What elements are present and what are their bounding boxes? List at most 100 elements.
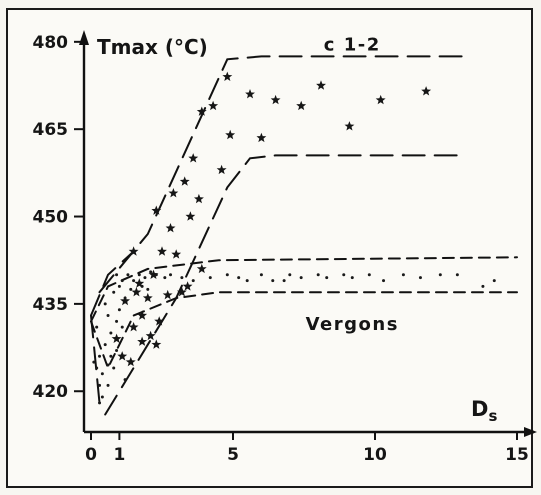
dot-point [92, 360, 96, 364]
dot-point [132, 279, 136, 283]
star-point [176, 287, 187, 297]
dot-point [282, 279, 286, 283]
star-point [128, 322, 139, 332]
star-point [194, 193, 204, 204]
dot-point [120, 279, 124, 283]
dot-point [191, 279, 195, 283]
dot-point [109, 354, 113, 358]
star-point [165, 223, 176, 233]
dot-point [169, 273, 173, 277]
star-point [131, 287, 142, 297]
star-point [225, 129, 236, 140]
star-point [162, 289, 173, 300]
dot-point [126, 273, 130, 277]
star-point [256, 132, 267, 143]
star-point [154, 316, 165, 326]
envelope-lower-line [90, 314, 101, 404]
star-point [208, 100, 219, 111]
dot-point [271, 279, 275, 283]
dot-point [288, 273, 292, 277]
y-tick-label: 450 [33, 208, 69, 228]
dot-point [401, 273, 405, 277]
star-point [128, 246, 139, 256]
x-tick-label: 10 [363, 445, 387, 465]
dot-point [245, 279, 249, 283]
chart-frame [6, 8, 533, 488]
star-point [151, 339, 162, 349]
dot-point [438, 273, 442, 277]
star-point [245, 89, 255, 99]
dot-point [154, 273, 158, 277]
dot-point [123, 296, 127, 300]
dot-point [109, 331, 113, 335]
y-axis-title: Tmax (°C) [97, 35, 208, 59]
envelope-lower-line [104, 154, 467, 416]
y-axis [79, 30, 89, 432]
dot-point [95, 366, 99, 370]
star-point [296, 100, 307, 111]
dot-point [367, 273, 371, 277]
dot-point [106, 314, 110, 318]
dot-point [112, 366, 116, 370]
annotations: c 1-2 Vergons [306, 35, 399, 336]
star-point [145, 330, 156, 341]
dot-point [106, 363, 110, 367]
star-point [216, 164, 227, 175]
star-point [421, 86, 432, 96]
star-point [196, 106, 207, 116]
dot-point [98, 401, 102, 405]
star-point [111, 333, 122, 343]
dot-point [98, 383, 102, 387]
x-tick-label: 5 [227, 445, 239, 465]
envelope-lower-line [90, 291, 518, 371]
x-axis-title-subscript: s [488, 407, 497, 425]
dot-point [137, 273, 141, 277]
dot-point [225, 273, 229, 277]
x-axis [84, 427, 537, 437]
dot-point [316, 273, 320, 277]
dot-point [129, 287, 133, 291]
dot-point [382, 279, 386, 283]
data-points [92, 71, 496, 405]
star-point [179, 176, 190, 186]
star-point [375, 94, 386, 105]
y-tick-label: 480 [33, 33, 69, 53]
dot-point [140, 284, 144, 288]
dot-point [115, 273, 119, 277]
dot-point [325, 276, 329, 280]
envelope-upper-line [90, 256, 518, 323]
star-point [148, 269, 159, 279]
star-point [270, 94, 281, 105]
dot-point [112, 290, 116, 294]
star-point [171, 249, 182, 259]
star-point [151, 205, 162, 215]
dot-point [115, 319, 119, 323]
annotation-label: Vergons [306, 314, 399, 335]
dot-point [237, 276, 241, 280]
dot-point [95, 325, 99, 329]
x-axis-arrow-icon [524, 427, 537, 437]
dot-point [455, 273, 459, 277]
x-tick-label: 1 [113, 445, 125, 465]
y-tick-label: 435 [33, 295, 69, 315]
x-axis-title: Ds [471, 397, 497, 425]
envelope-upper-line [90, 250, 135, 317]
star-point [157, 246, 167, 256]
star-point [117, 351, 128, 361]
envelope-lines [90, 55, 518, 416]
dot-point [98, 354, 102, 358]
dot-point [146, 287, 150, 291]
star-point [196, 263, 207, 274]
dot-point [103, 302, 107, 306]
dot-point [100, 395, 104, 399]
dot-point [143, 276, 147, 280]
star-point [120, 295, 130, 306]
dot-point [418, 276, 422, 280]
envelope-upper-line [98, 55, 467, 294]
x-tick-label: 0 [85, 445, 97, 465]
dot-point [259, 273, 263, 277]
x-axis-title-text: D [471, 397, 488, 421]
star-point [188, 153, 199, 163]
